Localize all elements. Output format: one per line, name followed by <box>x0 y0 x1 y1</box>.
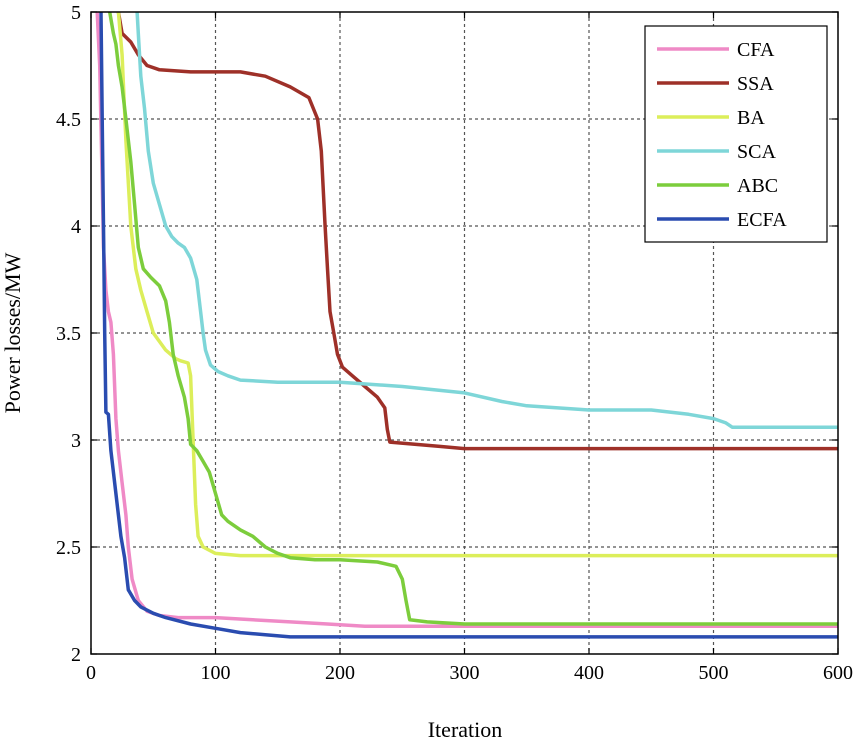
series-line-sca <box>135 12 838 429</box>
legend-label-ecfa: ECFA <box>737 209 787 231</box>
y-tick-label-6: 5 <box>71 2 81 24</box>
y-axis-label: Power losses/MW <box>0 252 25 413</box>
series-line-ba <box>116 12 838 558</box>
y-tick-label-4: 4 <box>71 216 81 238</box>
x-tick-label-4: 400 <box>574 662 604 684</box>
grid <box>91 12 838 654</box>
x-tick-label-1: 100 <box>201 662 231 684</box>
x-tick-label-3: 300 <box>450 662 480 684</box>
legend-label-cfa: CFA <box>737 39 775 61</box>
y-tick-label-1: 2.5 <box>56 537 81 559</box>
legend-label-sca: SCA <box>737 141 776 163</box>
series-lines <box>95 12 838 639</box>
series-line-abc <box>107 12 838 626</box>
x-tick-label-2: 200 <box>325 662 355 684</box>
y-tick-label-0: 2 <box>71 644 81 666</box>
y-tick-label-2: 3 <box>71 430 81 452</box>
axis-ticks: 0 100 200 300 400 500 600 2 2.5 3 3.5 4 4.5 5 <box>56 2 853 684</box>
x-tick-label-0: 0 <box>86 662 96 684</box>
y-tick-label-3: 3.5 <box>56 323 81 345</box>
x-tick-label-5: 500 <box>699 662 729 684</box>
series-line-ssa <box>116 12 838 451</box>
legend-label-ssa: SSA <box>737 73 774 95</box>
x-tick-label-6: 600 <box>823 662 853 684</box>
legend-box <box>644 25 828 243</box>
y-tick-label-5: 4.5 <box>56 109 81 131</box>
legend-label-ba: BA <box>737 107 765 129</box>
series-line-ecfa <box>99 12 838 639</box>
legend-label-abc: ABC <box>737 175 778 197</box>
legend: CFA SSA BA SCA ABC ECFA <box>644 25 828 243</box>
x-axis-label: Iteration <box>428 717 503 742</box>
